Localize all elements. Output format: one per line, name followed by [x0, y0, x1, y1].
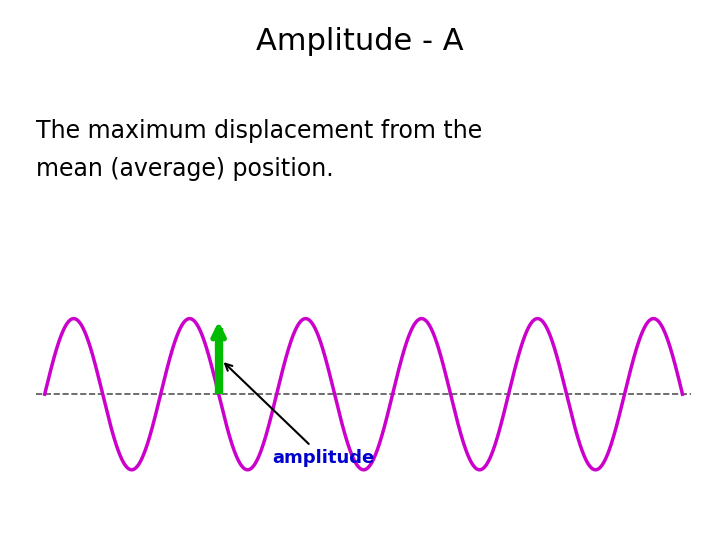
Text: mean (average) position.: mean (average) position.	[36, 157, 333, 180]
Text: Amplitude - A: Amplitude - A	[256, 27, 464, 56]
Text: amplitude: amplitude	[225, 364, 374, 467]
Text: The maximum displacement from the: The maximum displacement from the	[36, 119, 482, 143]
